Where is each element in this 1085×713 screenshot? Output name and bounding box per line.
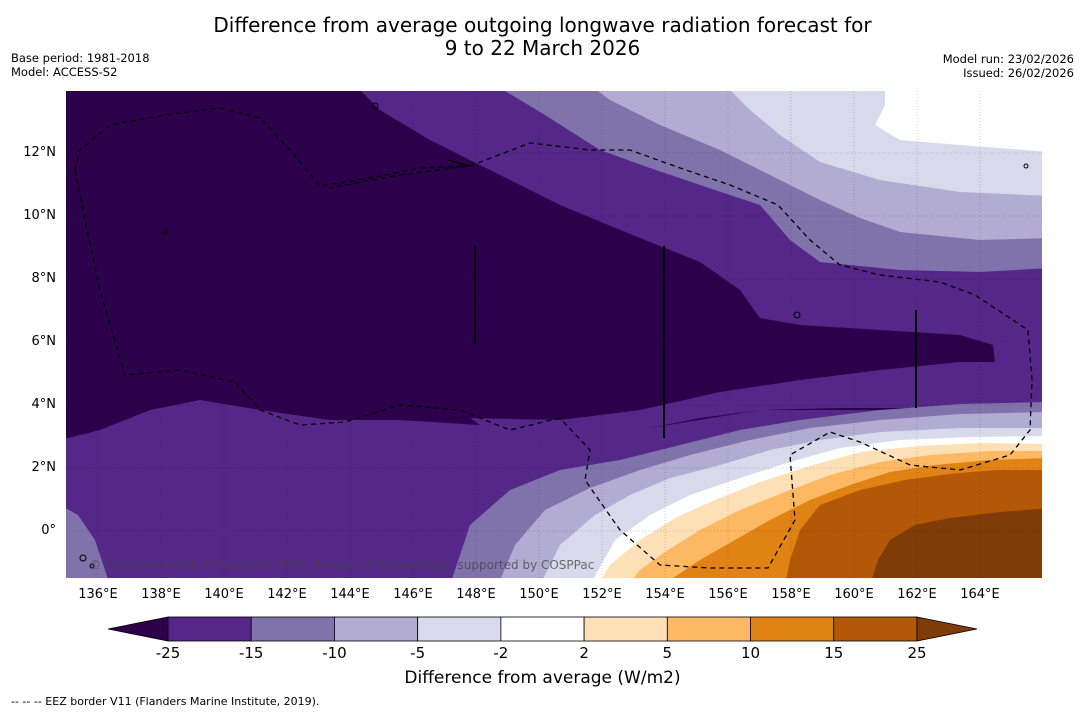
band-gt-25 (872, 508, 1042, 578)
colorbar-max-arrow (916, 616, 978, 642)
base-period: Base period: 1981-2018 (11, 51, 150, 65)
colorbar-swatch (666, 616, 751, 642)
latitude-label: 2°N (31, 460, 57, 475)
longitude-label: 150°E (519, 587, 559, 602)
contour-fill (66, 91, 1042, 578)
colorbar-swatch (750, 616, 835, 642)
eez-border-west (74, 107, 561, 431)
longitude-label: 162°E (897, 587, 937, 602)
colorbar-min-arrow (107, 616, 169, 642)
band-minus10-sw-corner (66, 508, 108, 578)
colorbar-swatch (833, 616, 918, 642)
band-minus2-to-2-north (875, 91, 1042, 152)
eez-footnote: -- -- -- EEZ border V11 (Flanders Marine… (11, 695, 320, 708)
colorbar-tick-label: -25 (155, 644, 181, 662)
colorbar-tick-label: 2 (579, 644, 589, 662)
colorbar-tick-label: 10 (741, 644, 761, 662)
model-name: Model: ACCESS-S2 (11, 65, 118, 79)
longitude-label: 152°E (582, 587, 622, 602)
colorbar-tick-label: 25 (907, 644, 927, 662)
colorbar-swatch (334, 616, 419, 642)
longitude-label: 148°E (456, 587, 496, 602)
colorbar-title: Difference from average (W/m2) (404, 668, 681, 688)
latitude-label: 0° (41, 523, 56, 538)
colorbar-tick-label: -5 (410, 644, 426, 662)
map-title-line1: Difference from average outgoing longwav… (213, 13, 872, 37)
islands (79, 102, 1029, 569)
latitude-label: 8°N (31, 271, 57, 286)
issued-date: Issued: 26/02/2026 (963, 66, 1074, 80)
longitude-label: 136°E (78, 587, 118, 602)
latitude-label: 4°N (31, 397, 57, 412)
latitude-label: 6°N (31, 334, 57, 349)
longitude-label: 142°E (267, 587, 307, 602)
longitude-label: 146°E (393, 587, 433, 602)
longitude-label: 160°E (834, 587, 874, 602)
colorbar-swatch (417, 616, 502, 642)
colorbar-swatch (167, 616, 252, 642)
colorbar-swatch (583, 616, 668, 642)
latitude-label: 12°N (23, 145, 56, 160)
longitude-label: 144°E (330, 587, 370, 602)
data-artifacts (474, 246, 917, 438)
colorbar-tick-label: 5 (662, 644, 673, 662)
longitude-label: 164°E (960, 587, 1000, 602)
map-title: Difference from average outgoing longwav… (0, 14, 1085, 60)
colorbar-tick-label: -10 (322, 644, 347, 662)
colorbar-tick-label: -2 (493, 644, 509, 662)
longitude-label: 158°E (771, 587, 811, 602)
meta-right: Model run: 23/02/2026 Issued: 26/02/2026 (943, 52, 1074, 80)
copyright-notice: © Commonwealth of Australia 2026, Bureau… (89, 558, 595, 572)
model-run: Model run: 23/02/2026 (942, 52, 1074, 66)
eez-border-north (469, 142, 1033, 569)
longitude-label: 140°E (204, 587, 244, 602)
longitude-label: 154°E (645, 587, 685, 602)
colorbar (107, 616, 978, 642)
colorbar-swatch (500, 616, 585, 642)
meta-left: Base period: 1981-2018 Model: ACCESS-S2 (11, 51, 150, 79)
colorbar-tick-label: -15 (238, 644, 264, 662)
map-title-line2: 9 to 22 March 2026 (444, 36, 641, 60)
colorbar-swatch (250, 616, 335, 642)
longitude-label: 138°E (141, 587, 181, 602)
longitude-label: 156°E (708, 587, 748, 602)
colorbar-tick-label: 15 (824, 644, 844, 662)
latitude-label: 10°N (23, 208, 56, 223)
